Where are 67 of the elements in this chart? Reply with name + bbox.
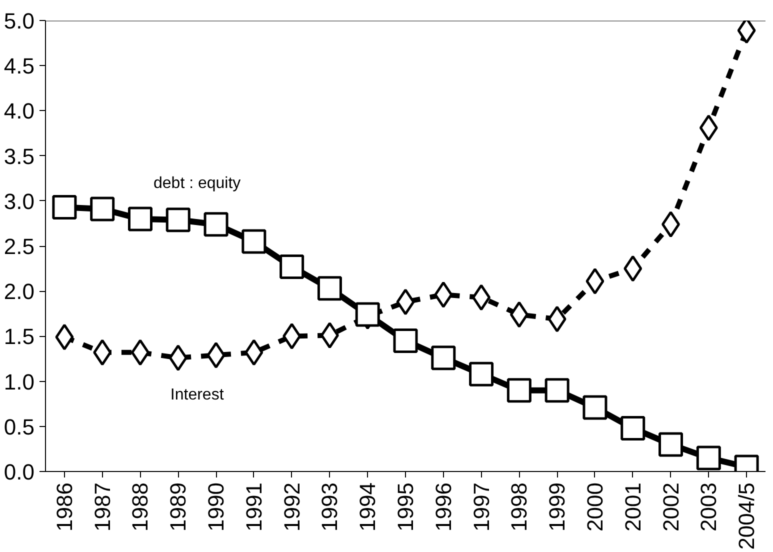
point [320,322,339,349]
point [52,194,77,220]
point [244,339,264,366]
point [431,346,456,370]
x-tick-label: 1990 [204,482,229,532]
point [90,196,115,222]
series-label: Interest [170,386,224,404]
x-tick-label: 1993 [317,482,342,532]
point [204,212,228,237]
point [586,268,604,294]
point [620,416,646,440]
point [242,229,266,254]
point [624,255,642,282]
x-tick-label: 1992 [279,482,304,532]
point [548,306,566,332]
point [128,206,152,232]
x-tick-label: 1986 [52,482,77,532]
y-tick-label: 4.0 [4,98,35,124]
x-tick-label: 1999 [544,482,570,532]
y-tick-label: 0.5 [4,414,35,440]
y-tick-label: 2.5 [4,234,35,259]
series-label: debt : equity [153,175,241,192]
y-tick-label: 0.0 [4,460,35,484]
point [393,328,418,353]
y-tick-label: 5.0 [4,8,35,34]
point [469,362,494,386]
point [510,301,528,328]
x-tick-label: 2003 [696,482,722,532]
point [662,211,680,238]
point [355,302,380,327]
x-tick-label: 1991 [241,482,266,532]
x-tick-label: 1995 [393,482,418,532]
x-tick-label: 2002 [658,482,684,532]
point [55,324,74,350]
point [699,114,718,142]
x-tick-label: 2000 [582,482,608,532]
point [658,432,684,457]
x-tick-label: 1994 [355,482,380,532]
x-tick-label: 1998 [506,482,532,532]
point [696,446,721,470]
x-tick-label: 2001 [620,482,646,532]
point [317,276,342,301]
y-tick-label: 1.5 [4,324,35,350]
x-tick-label: 2004/5 [734,482,760,550]
point [544,378,570,403]
point [280,254,304,279]
y-tick-label: 1.0 [4,369,35,394]
x-tick-label: 1989 [166,482,191,532]
point [206,342,226,368]
point [396,288,415,316]
point [506,378,532,403]
y-tick-label: 2.0 [4,279,35,304]
point [582,395,608,420]
y-tick-label: 3.5 [4,144,35,169]
x-tick-label: 1988 [128,482,153,532]
point [168,344,188,372]
x-tick-label: 1987 [90,482,115,532]
y-tick-label: 3.0 [4,188,35,214]
point [472,284,491,311]
x-tick-label: 1996 [430,482,456,532]
x-tick-label: 1997 [468,482,494,532]
point [282,322,302,350]
point [130,339,150,366]
y-tick-label: 4.5 [4,54,35,79]
point [166,208,190,232]
point [93,339,112,366]
point [434,281,453,308]
